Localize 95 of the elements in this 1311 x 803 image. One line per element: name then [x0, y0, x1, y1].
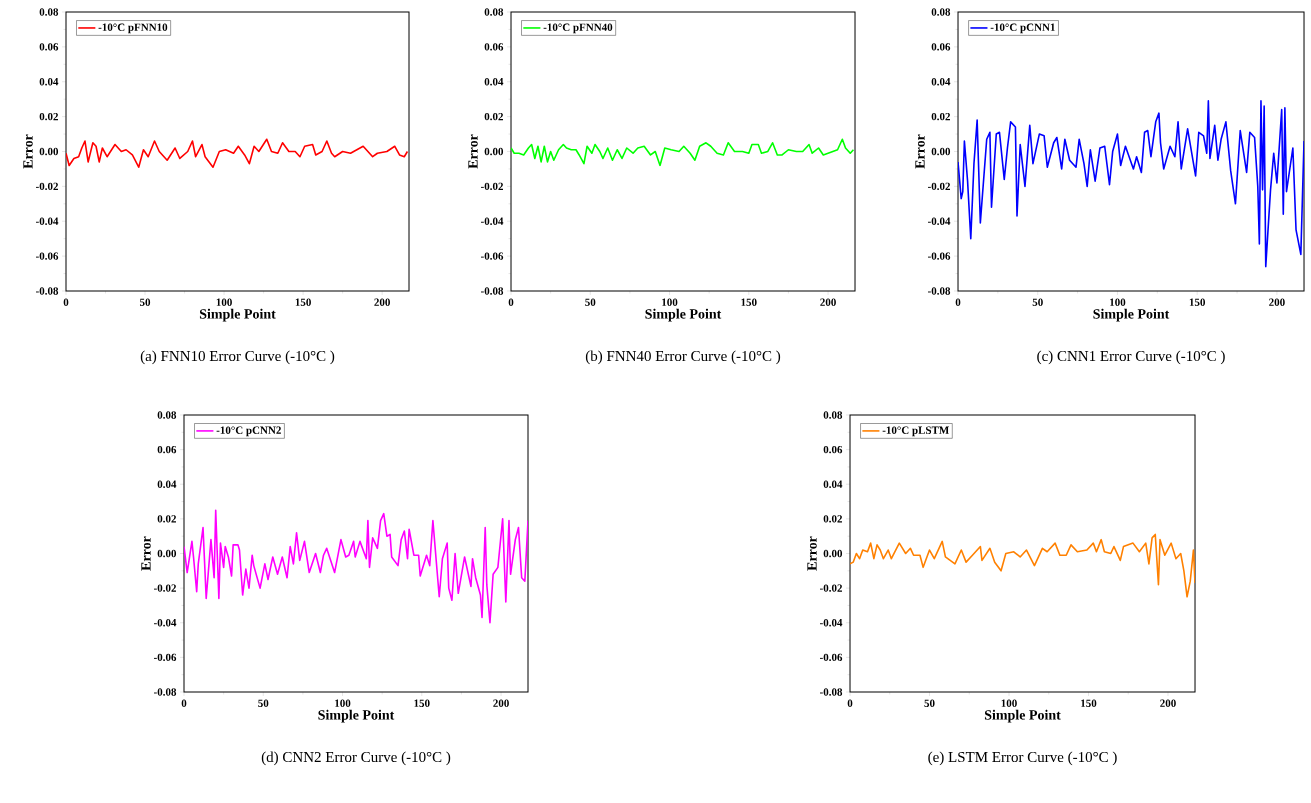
line-series [850, 533, 1196, 598]
y-tick-label: -0.02 [35, 182, 58, 191]
y-tick-label: 0.00 [157, 549, 177, 558]
x-tick-label: 150 [1189, 298, 1206, 306]
x-tick-label: 200 [493, 699, 509, 707]
y-tick-label: 0.06 [157, 445, 177, 454]
y-tick-label: 0.02 [823, 515, 842, 523]
y-tick-label: -0.04 [819, 619, 843, 627]
y-tick-label: -0.08 [480, 287, 504, 295]
y-tick-label: -0.08 [153, 688, 177, 696]
y-tick-label: -0.06 [153, 653, 177, 662]
y-tick-label: -0.04 [480, 217, 504, 225]
x-tick-label: 50 [258, 699, 269, 707]
y-tick-label: 0.00 [931, 147, 951, 156]
x-tick-label: 200 [1160, 699, 1176, 707]
y-axis-title: Error [141, 536, 151, 571]
x-tick-label: 100 [1110, 298, 1126, 306]
x-tick-label: 200 [1269, 298, 1285, 306]
line-series [66, 138, 409, 168]
y-tick-label: -0.02 [819, 584, 842, 592]
y-tick-label: -0.02 [153, 584, 176, 592]
y-tick-label: 0.06 [484, 43, 504, 51]
x-axis-title: Simple Point [199, 308, 276, 322]
y-tick-label: -0.08 [927, 287, 951, 295]
y-tick-label: 0.04 [931, 78, 951, 86]
legend-label: -10°C pCNN1 [990, 23, 1055, 34]
y-tick-label: 0.00 [823, 549, 843, 558]
y-tick-label: -0.04 [153, 619, 177, 627]
y-tick-label: 0.06 [39, 43, 59, 51]
y-tick-label: 0.02 [157, 515, 176, 523]
text: (a) FNN10 Error Curve (-10°C ) [140, 350, 335, 365]
x-tick-label: 150 [1081, 699, 1097, 707]
x-tick-label: 100 [1001, 699, 1017, 707]
x-tick-label: 150 [295, 298, 311, 306]
x-tick-label: 200 [374, 298, 390, 306]
x-tick-label: 0 [955, 298, 961, 306]
y-tick-label: -0.04 [35, 217, 59, 225]
text: (d) CNN2 Error Curve (-10°C ) [261, 751, 451, 766]
y-tick-label: -0.08 [819, 688, 843, 696]
x-tick-label: 100 [216, 298, 232, 306]
x-tick-label: 50 [924, 699, 935, 707]
x-tick-label: 50 [585, 298, 596, 306]
y-tick-label: -0.04 [927, 217, 951, 225]
y-tick-label: -0.02 [927, 182, 950, 191]
x-tick-label: 150 [414, 699, 430, 707]
line-series [958, 100, 1305, 268]
x-axis-title: Simple Point [1093, 308, 1170, 322]
text: (c) CNN1 Error Curve (-10°C ) [1037, 350, 1225, 365]
y-tick-label: 0.06 [931, 43, 951, 51]
y-tick-label: -0.06 [480, 252, 504, 260]
x-tick-label: 200 [820, 298, 836, 306]
legend-label: -10°C pLSTM [882, 426, 949, 437]
y-tick-label: 0.04 [39, 78, 59, 86]
y-tick-label: 0.00 [484, 147, 504, 156]
line-series [511, 138, 855, 167]
x-axis-title: Simple Point [318, 709, 395, 723]
y-tick-label: -0.06 [819, 653, 843, 662]
x-axis-title: Simple Point [645, 308, 722, 322]
legend-label: -10°C pFNN10 [98, 23, 168, 34]
x-tick-label: 0 [63, 298, 69, 306]
x-tick-label: 0 [508, 298, 514, 306]
y-tick-label: 0.04 [484, 78, 504, 86]
y-axis-title: Error [468, 134, 478, 169]
x-tick-label: 100 [335, 699, 351, 707]
text: (b) FNN40 Error Curve (-10°C ) [585, 350, 781, 365]
y-tick-label: 0.02 [931, 112, 950, 121]
x-tick-label: 150 [741, 298, 757, 306]
y-tick-label: -0.06 [927, 252, 951, 260]
x-axis-title: Simple Point [984, 709, 1061, 723]
y-tick-label: 0.08 [823, 411, 843, 419]
x-tick-label: 50 [139, 298, 151, 306]
y-axis-title: Error [807, 536, 817, 571]
line-series [184, 509, 528, 624]
y-tick-label: 0.02 [484, 112, 503, 121]
x-tick-label: 0 [181, 699, 187, 707]
x-tick-label: 50 [1032, 298, 1043, 306]
y-tick-label: 0.04 [823, 480, 843, 488]
y-tick-label: 0.08 [931, 8, 951, 16]
legend-label: -10°C pFNN40 [543, 23, 613, 34]
y-tick-label: 0.06 [823, 445, 843, 454]
y-tick-label: 0.08 [157, 411, 177, 419]
legend-label: -10°C pCNN2 [216, 426, 281, 437]
y-tick-label: -0.02 [480, 182, 503, 191]
y-tick-label: 0.00 [39, 147, 59, 156]
y-tick-label: 0.02 [39, 112, 58, 121]
y-tick-label: -0.06 [35, 252, 59, 260]
x-tick-label: 0 [847, 699, 853, 707]
text: (e) LSTM Error Curve (-10°C ) [928, 751, 1117, 766]
y-axis-title: Error [915, 134, 925, 169]
y-tick-label: 0.08 [484, 8, 504, 16]
y-tick-label: 0.08 [39, 8, 59, 16]
x-tick-label: 100 [662, 298, 678, 306]
y-tick-label: -0.08 [35, 287, 59, 295]
y-tick-label: 0.04 [157, 480, 177, 488]
y-axis-title: Error [23, 134, 33, 169]
